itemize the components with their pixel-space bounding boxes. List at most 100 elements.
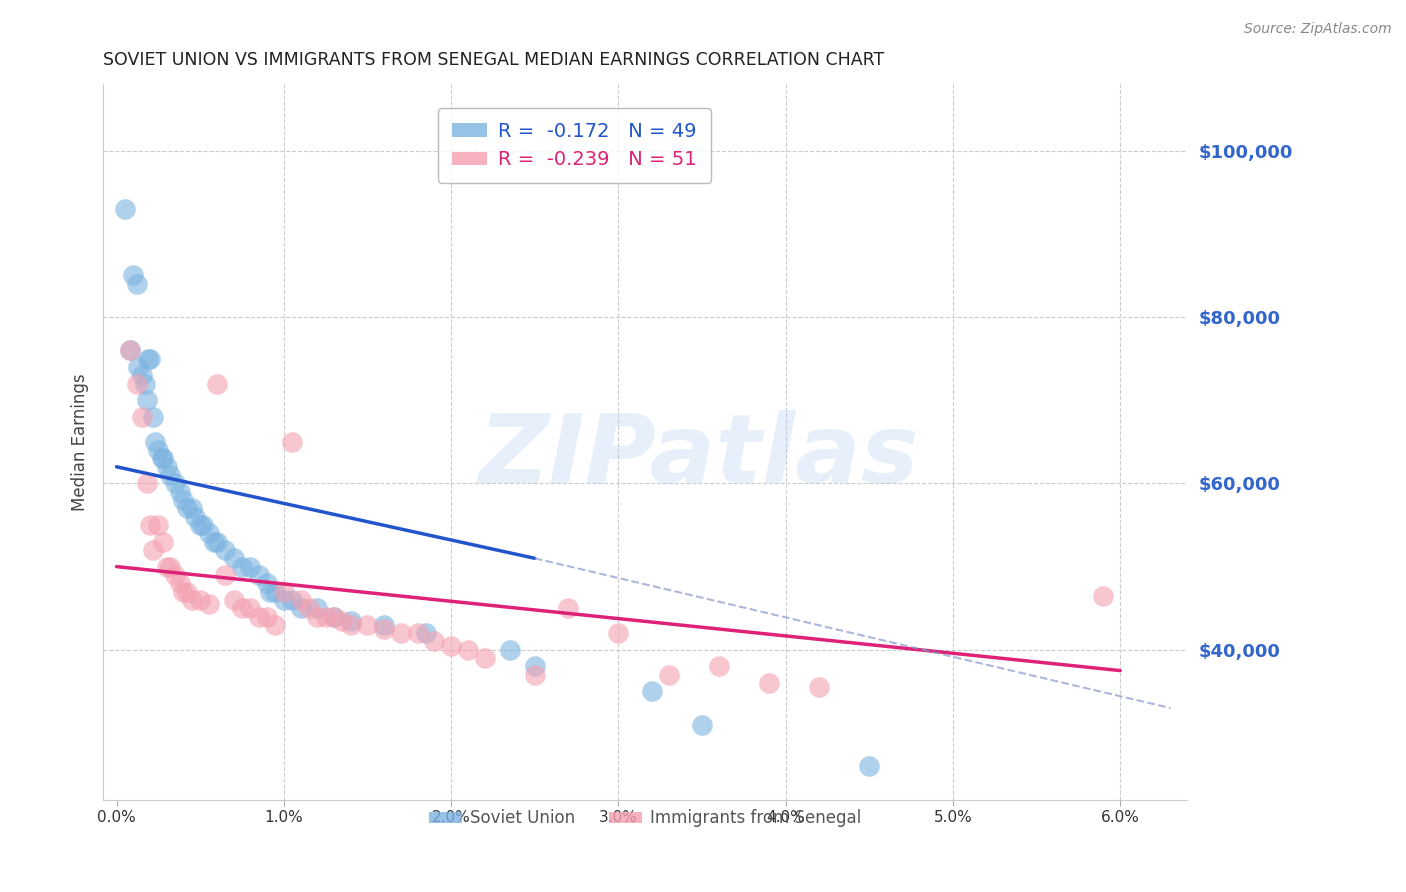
Point [139, 518, 162, 533]
Point [281, 434, 304, 449]
Point [152, 534, 174, 549]
Point [256, 576, 278, 591]
Point [474, 651, 496, 665]
Point [523, 659, 546, 673]
Point [118, 343, 141, 358]
Text: SOVIET UNION VS IMMIGRANTS FROM SENEGAL MEDIAN EARNINGS CORRELATION CHART: SOVIET UNION VS IMMIGRANTS FROM SENEGAL … [103, 51, 884, 69]
Legend: Soviet Union, Immigrants from Senegal: Soviet Union, Immigrants from Senegal [422, 803, 869, 834]
Point [131, 368, 153, 383]
Point [323, 609, 346, 624]
Point [290, 601, 312, 615]
Point [707, 659, 730, 673]
Point [169, 576, 191, 591]
Point [139, 351, 162, 366]
Point [188, 593, 211, 607]
Point [339, 617, 361, 632]
Point [389, 626, 412, 640]
Point [373, 622, 395, 636]
Text: ZIPatlas: ZIPatlas [479, 409, 920, 502]
Point [758, 676, 780, 690]
Point [406, 626, 429, 640]
Point [231, 559, 253, 574]
Point [125, 376, 148, 391]
Point [222, 593, 245, 607]
Point [127, 359, 149, 374]
Point [323, 609, 346, 624]
Point [142, 409, 165, 424]
Point [858, 759, 880, 773]
Point [690, 717, 713, 731]
Point [193, 518, 215, 533]
Point [172, 584, 194, 599]
Point [264, 617, 287, 632]
Point [315, 609, 337, 624]
Point [180, 501, 202, 516]
Point [247, 609, 270, 624]
Point [307, 601, 329, 615]
Point [156, 559, 179, 574]
Point [169, 484, 191, 499]
Point [259, 584, 281, 599]
Point [202, 534, 225, 549]
Point [247, 568, 270, 582]
Point [239, 601, 262, 615]
Point [273, 593, 295, 607]
Point [307, 609, 329, 624]
Point [156, 459, 179, 474]
Point [114, 202, 136, 216]
Point [264, 584, 287, 599]
Point [205, 534, 228, 549]
Point [176, 584, 198, 599]
Point [131, 409, 153, 424]
Point [148, 443, 170, 458]
Point [498, 642, 520, 657]
Point [159, 559, 181, 574]
Point [159, 468, 181, 483]
Point [440, 639, 463, 653]
Point [214, 568, 236, 582]
Point [197, 526, 219, 541]
Point [273, 584, 295, 599]
Point [176, 501, 198, 516]
Point [136, 351, 159, 366]
Point [239, 559, 262, 574]
Point [118, 343, 141, 358]
Point [184, 509, 207, 524]
Point [134, 376, 156, 391]
Point [142, 543, 165, 558]
Point [256, 609, 278, 624]
Point [222, 551, 245, 566]
Y-axis label: Median Earnings: Median Earnings [72, 373, 89, 510]
Point [125, 277, 148, 291]
Point [330, 614, 353, 628]
Point [607, 626, 630, 640]
Point [523, 667, 546, 681]
Point [298, 601, 321, 615]
Point [188, 518, 211, 533]
Point [180, 593, 202, 607]
Point [808, 680, 831, 694]
Point [152, 451, 174, 466]
Point [165, 568, 187, 582]
Point [135, 393, 157, 408]
Point [197, 597, 219, 611]
Point [373, 617, 395, 632]
Point [135, 476, 157, 491]
Point [415, 626, 437, 640]
Point [557, 601, 579, 615]
Point [641, 684, 664, 698]
Point [214, 543, 236, 558]
Point [1092, 589, 1115, 603]
Point [281, 593, 304, 607]
Point [339, 614, 361, 628]
Point [457, 642, 479, 657]
Point [165, 476, 187, 491]
Point [356, 617, 378, 632]
Point [423, 634, 446, 648]
Point [657, 667, 679, 681]
Point [148, 518, 170, 533]
Point [231, 601, 253, 615]
Point [205, 376, 228, 391]
Text: Source: ZipAtlas.com: Source: ZipAtlas.com [1244, 22, 1392, 37]
Point [290, 593, 312, 607]
